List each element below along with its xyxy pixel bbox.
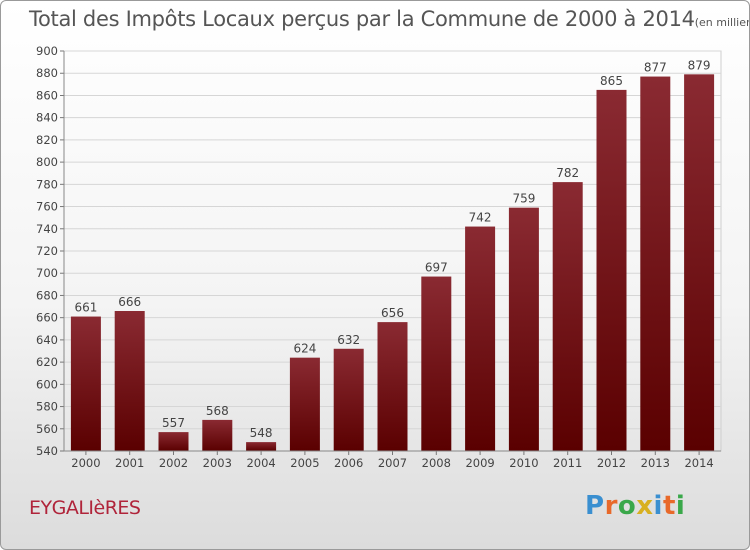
- data-labels: 661 666 557 568 548 624 632 656 697 742 759 782 865 8…: [74, 58, 710, 440]
- bar-2009: [465, 226, 496, 451]
- data-label-2004: 548: [250, 426, 273, 440]
- bar-2008: [421, 276, 452, 451]
- proxiti-logo[interactable]: Proxiti: [585, 491, 685, 521]
- bar-2006: [333, 348, 364, 451]
- x-tick-label-2005: 2005: [290, 456, 319, 470]
- x-tick-label-2013: 2013: [641, 456, 670, 470]
- bar-2014: [684, 74, 715, 451]
- y-tick-label: 880: [36, 66, 58, 80]
- data-label-2003: 568: [206, 404, 229, 418]
- y-tick-label: 760: [36, 200, 58, 214]
- x-tick-label-2010: 2010: [509, 456, 538, 470]
- y-tick-label: 620: [36, 355, 58, 369]
- data-label-2001: 666: [118, 295, 141, 309]
- bar-2010: [508, 207, 539, 451]
- logo-letter: i: [675, 491, 686, 521]
- logo-letter: t: [662, 491, 676, 521]
- y-tick-label: 840: [36, 111, 58, 125]
- data-label-2010: 759: [512, 192, 535, 206]
- y-tick-label: 600: [36, 377, 58, 391]
- y-tick-label: 860: [36, 88, 58, 102]
- y-tick-label: 580: [36, 400, 58, 414]
- x-axis-ticks: 2000 2001 2002 2003 2004 2005 2006 2007 2008 2009…: [64, 450, 721, 470]
- bar-2005: [289, 357, 320, 451]
- data-label-2000: 661: [74, 301, 97, 315]
- y-tick-label: 780: [36, 177, 58, 191]
- data-label-2013: 877: [644, 61, 667, 75]
- bar-2012: [596, 89, 627, 451]
- bar-2003: [202, 419, 233, 451]
- data-label-2005: 624: [293, 342, 316, 356]
- y-tick-label: 540: [36, 444, 58, 458]
- logo-letter: r: [604, 491, 618, 521]
- y-tick-label: 900: [36, 44, 58, 58]
- chart-subtitle: (en milliers d'€): [694, 16, 749, 29]
- x-tick-label-2012: 2012: [597, 456, 626, 470]
- logo-letter: P: [585, 491, 605, 521]
- bar-2001: [114, 311, 145, 451]
- y-tick-label: 740: [36, 222, 58, 236]
- x-tick-label-2001: 2001: [115, 456, 144, 470]
- data-label-2006: 632: [337, 333, 360, 347]
- data-label-2009: 742: [469, 211, 492, 225]
- title-text: Total des Impôts Locaux perçus par la Co…: [29, 7, 695, 31]
- x-tick-label-2007: 2007: [378, 456, 407, 470]
- chart-title: Total des Impôts Locaux perçus par la Co…: [29, 7, 749, 31]
- y-axis-ticks: 540 560 580 600 620 640 660 680 700 720 740 760 780 8…: [36, 44, 65, 458]
- y-tick-label: 640: [36, 333, 58, 347]
- x-tick-label-2008: 2008: [422, 456, 451, 470]
- data-label-2007: 656: [381, 306, 404, 320]
- y-tick-label: 560: [36, 422, 58, 436]
- x-tick-label-2004: 2004: [246, 456, 275, 470]
- bar-2004: [246, 442, 277, 451]
- x-tick-label-2014: 2014: [684, 456, 713, 470]
- bar-2002: [158, 432, 189, 451]
- y-tick-label: 680: [36, 288, 58, 302]
- x-tick-label-2000: 2000: [71, 456, 100, 470]
- y-tick-label: 720: [36, 244, 58, 258]
- x-tick-label-2002: 2002: [159, 456, 188, 470]
- y-tick-label: 800: [36, 155, 58, 169]
- x-tick-label-2011: 2011: [553, 456, 582, 470]
- logo-letter: x: [636, 491, 654, 521]
- data-label-2011: 782: [556, 166, 579, 180]
- logo-letter: o: [617, 491, 637, 521]
- y-tick-label: 820: [36, 133, 58, 147]
- data-label-2008: 697: [425, 261, 448, 275]
- y-tick-label: 660: [36, 311, 58, 325]
- data-label-2014: 879: [688, 58, 711, 72]
- bar-2000: [70, 316, 101, 451]
- y-tick-label: 700: [36, 266, 58, 280]
- x-tick-label-2009: 2009: [465, 456, 494, 470]
- data-label-2012: 865: [600, 74, 623, 88]
- bars: [70, 74, 715, 452]
- bar-2011: [552, 182, 583, 451]
- x-tick-label-2003: 2003: [203, 456, 232, 470]
- data-label-2002: 557: [162, 416, 185, 430]
- commune-name: EYGALIèRES: [29, 497, 141, 519]
- logo-letter: i: [653, 491, 663, 521]
- bar-2007: [377, 322, 408, 451]
- bar-2013: [640, 76, 671, 452]
- x-tick-label-2006: 2006: [334, 456, 363, 470]
